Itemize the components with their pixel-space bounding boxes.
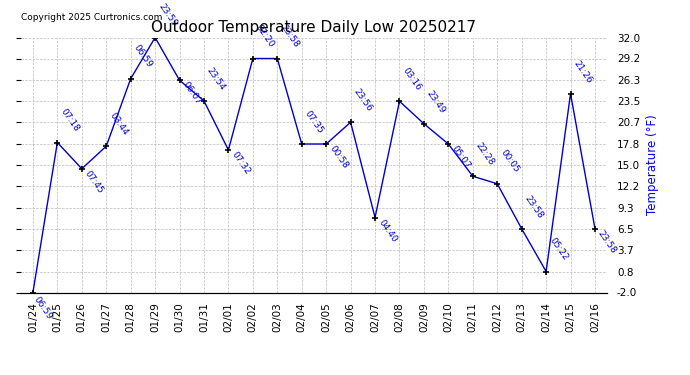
Text: 06:59: 06:59 xyxy=(32,295,54,321)
Text: 23:59: 23:59 xyxy=(157,2,179,28)
Text: 23:54: 23:54 xyxy=(205,66,227,92)
Text: 02:20: 02:20 xyxy=(254,23,276,50)
Text: 23:49: 23:49 xyxy=(425,88,447,115)
Text: 07:35: 07:35 xyxy=(303,109,325,135)
Text: 00:05: 00:05 xyxy=(498,148,521,175)
Text: 23:56: 23:56 xyxy=(352,87,374,113)
Text: 23:58: 23:58 xyxy=(596,229,618,255)
Text: 22:28: 22:28 xyxy=(474,141,496,167)
Text: 06:07: 06:07 xyxy=(181,80,203,106)
Text: 00:58: 00:58 xyxy=(327,144,350,170)
Title: Outdoor Temperature Daily Low 20250217: Outdoor Temperature Daily Low 20250217 xyxy=(151,20,477,35)
Text: 06:59: 06:59 xyxy=(132,44,154,70)
Text: Copyright 2025 Curtronics.com: Copyright 2025 Curtronics.com xyxy=(21,13,162,22)
Text: 03:44: 03:44 xyxy=(108,111,130,137)
Text: 07:18: 07:18 xyxy=(59,107,81,134)
Text: 23:58: 23:58 xyxy=(279,23,301,50)
Y-axis label: Temperature (°F): Temperature (°F) xyxy=(646,115,659,215)
Text: 05:22: 05:22 xyxy=(547,236,569,262)
Text: 23:58: 23:58 xyxy=(523,194,545,220)
Text: 05:07: 05:07 xyxy=(450,144,472,170)
Text: 04:40: 04:40 xyxy=(376,217,398,244)
Text: 03:16: 03:16 xyxy=(401,66,423,92)
Text: 21:26: 21:26 xyxy=(572,58,594,85)
Text: 07:45: 07:45 xyxy=(83,169,105,195)
Text: 07:32: 07:32 xyxy=(230,150,252,176)
